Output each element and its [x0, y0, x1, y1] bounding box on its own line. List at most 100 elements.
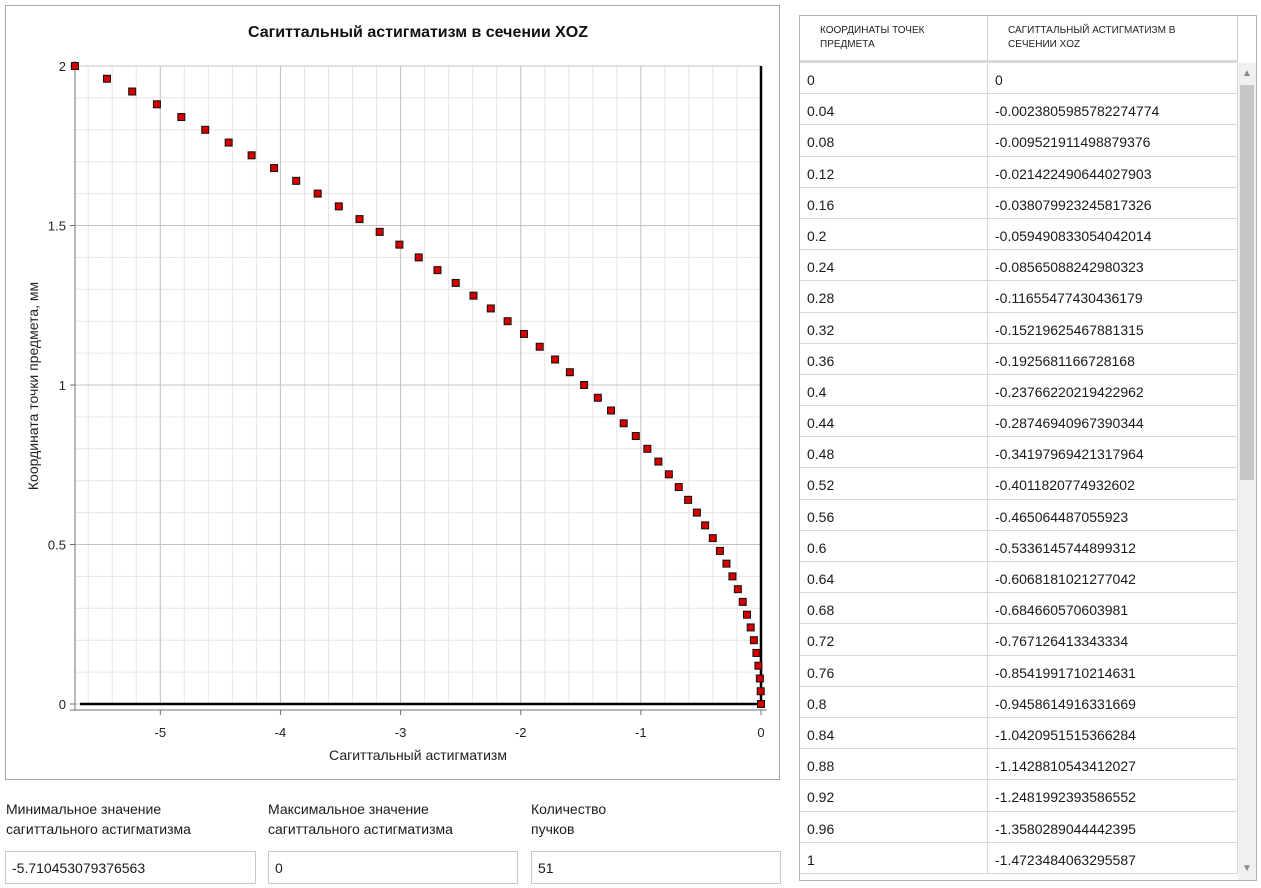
cell-coordinate[interactable]: 0.4 — [800, 374, 988, 406]
table-row[interactable]: 1 -1.4723484063295587 — [800, 842, 1238, 874]
beam-count-label-line1: Количество — [531, 801, 607, 817]
cell-astigmatism[interactable]: -0.021422490644027903 — [988, 156, 1238, 187]
min-value-field[interactable]: -5.710453079376563 — [5, 851, 256, 884]
grid-body: 0 0 0.04 -0.0023805985782274774 0.08 -0.00952… — [800, 63, 1238, 874]
cell-coordinate[interactable]: 0.04 — [800, 94, 988, 125]
cell-astigmatism[interactable]: -1.3580289044442395 — [988, 811, 1238, 842]
max-value-label-line2: сагиттального астигматизма — [268, 821, 453, 837]
cell-coordinate[interactable]: 0.28 — [800, 281, 988, 312]
table-row[interactable]: 0.96 -1.3580289044442395 — [800, 811, 1238, 843]
cell-astigmatism[interactable]: -0.5336145744899312 — [988, 530, 1238, 561]
cell-coordinate[interactable]: 0.92 — [800, 780, 988, 811]
cell-coordinate[interactable]: 0.44 — [800, 406, 988, 437]
cell-astigmatism[interactable]: -1.0420951515366284 — [988, 717, 1238, 749]
scroll-down-arrow-icon[interactable]: ▼ — [1242, 863, 1252, 874]
cell-astigmatism[interactable]: -1.4723484063295587 — [988, 842, 1238, 873]
table-row[interactable]: 0.92 -1.2481992393586552 — [800, 780, 1238, 812]
table-row[interactable]: 0.72 -0.767126413343334 — [800, 624, 1238, 656]
cell-astigmatism[interactable]: -0.0023805985782274774 — [988, 94, 1238, 125]
cell-astigmatism[interactable]: -0.1925681166728168 — [988, 343, 1238, 374]
table-row[interactable]: 0.32 -0.15219625467881315 — [800, 312, 1238, 344]
cell-coordinate[interactable]: 0.6 — [800, 530, 988, 561]
column-header-astigmatism[interactable]: САГИТТАЛЬНЫЙ АСТИГМАТИЗМ В СЕЧЕНИИ XOZ — [988, 16, 1238, 60]
cell-coordinate[interactable]: 0.56 — [800, 499, 988, 530]
table-row[interactable]: 0.08 -0.009521911498879376 — [800, 125, 1238, 157]
cell-astigmatism[interactable]: -0.038079923245817326 — [988, 187, 1238, 218]
cell-coordinate[interactable]: 0.76 — [800, 655, 988, 686]
cell-coordinate[interactable]: 0.88 — [800, 749, 988, 780]
table-row[interactable]: 0.52 -0.4011820774932602 — [800, 468, 1238, 500]
cell-astigmatism[interactable]: -0.6068181021277042 — [988, 562, 1238, 593]
data-point — [152, 100, 161, 109]
cell-astigmatism[interactable]: -0.34197969421317964 — [988, 437, 1238, 468]
cell-coordinate[interactable]: 0.36 — [800, 343, 988, 374]
table-row[interactable]: 0.68 -0.684660570603981 — [800, 593, 1238, 625]
scroll-up-arrow-icon[interactable]: ▲ — [1242, 68, 1252, 79]
data-point — [70, 62, 79, 70]
data-point — [643, 444, 652, 453]
cell-astigmatism[interactable]: -0.11655477430436179 — [988, 281, 1238, 312]
cell-astigmatism[interactable]: -1.1428810543412027 — [988, 749, 1238, 780]
cell-astigmatism[interactable]: -0.9458614916331669 — [988, 686, 1238, 717]
data-point — [631, 432, 640, 441]
cell-astigmatism[interactable]: -0.23766220219422962 — [988, 374, 1238, 406]
cell-coordinate[interactable]: 0.8 — [800, 686, 988, 717]
table-row[interactable]: 0.4 -0.23766220219422962 — [800, 374, 1238, 407]
cell-coordinate[interactable]: 0.84 — [800, 717, 988, 749]
table-row[interactable]: 0.56 -0.465064487055923 — [800, 499, 1238, 531]
table-row[interactable]: 0.04 -0.0023805985782274774 — [800, 94, 1238, 126]
cell-astigmatism[interactable]: -1.2481992393586552 — [988, 780, 1238, 811]
data-point — [715, 546, 724, 555]
beam-count-field[interactable]: 51 — [531, 851, 781, 884]
table-row[interactable]: 0.76 -0.8541991710214631 — [800, 655, 1238, 687]
data-point — [742, 610, 751, 619]
cell-astigmatism[interactable]: 0 — [988, 63, 1238, 94]
table-row[interactable]: 0.44 -0.28746940967390344 — [800, 406, 1238, 438]
cell-astigmatism[interactable]: -0.28746940967390344 — [988, 406, 1238, 437]
y-axis-title: Координата точки предмета, мм — [25, 282, 41, 490]
cell-coordinate[interactable]: 0.72 — [800, 624, 988, 655]
cell-coordinate[interactable]: 0.32 — [800, 312, 988, 343]
cell-astigmatism[interactable]: -0.767126413343334 — [988, 624, 1238, 655]
cell-coordinate[interactable]: 0.48 — [800, 437, 988, 468]
cell-coordinate[interactable]: 0.52 — [800, 468, 988, 499]
cell-astigmatism[interactable]: -0.059490833054042014 — [988, 218, 1238, 250]
column-header-coordinates[interactable]: КООРДИНАТЫ ТОЧЕК ПРЕДМЕТА — [800, 16, 988, 60]
y-tick-label: 0.5 — [48, 538, 66, 553]
max-value-field[interactable]: 0 — [268, 851, 518, 884]
vertical-scrollbar[interactable]: ▲ ▼ — [1238, 63, 1256, 880]
table-row[interactable]: 0.24 -0.08565088242980323 — [800, 250, 1238, 282]
cell-coordinate[interactable]: 0.12 — [800, 156, 988, 187]
cell-astigmatism[interactable]: -0.4011820774932602 — [988, 468, 1238, 499]
cell-coordinate[interactable]: 0.24 — [800, 250, 988, 281]
table-row[interactable]: 0.8 -0.9458614916331669 — [800, 686, 1238, 718]
table-row[interactable]: 0.28 -0.11655477430436179 — [800, 281, 1238, 313]
scroll-thumb[interactable] — [1240, 85, 1254, 480]
cell-coordinate[interactable]: 0 — [800, 63, 988, 94]
table-row[interactable]: 0.64 -0.6068181021277042 — [800, 562, 1238, 594]
cell-astigmatism[interactable]: -0.8541991710214631 — [988, 655, 1238, 686]
table-row[interactable]: 0.88 -1.1428810543412027 — [800, 749, 1238, 781]
column-header-astigmatism-line1: САГИТТАЛЬНЫЙ АСТИГМАТИЗМ В — [1008, 25, 1176, 36]
cell-coordinate[interactable]: 0.64 — [800, 562, 988, 593]
table-row[interactable]: 0.2 -0.059490833054042014 — [800, 218, 1238, 251]
cell-coordinate[interactable]: 1 — [800, 842, 988, 873]
cell-coordinate[interactable]: 0.68 — [800, 593, 988, 624]
table-row[interactable]: 0.36 -0.1925681166728168 — [800, 343, 1238, 375]
table-row[interactable]: 0.16 -0.038079923245817326 — [800, 187, 1238, 219]
cell-coordinate[interactable]: 0.96 — [800, 811, 988, 842]
cell-astigmatism[interactable]: -0.465064487055923 — [988, 499, 1238, 530]
table-row[interactable]: 0.12 -0.021422490644027903 — [800, 156, 1238, 188]
table-row[interactable]: 0.84 -1.0420951515366284 — [800, 717, 1238, 750]
table-row[interactable]: 0.48 -0.34197969421317964 — [800, 437, 1238, 469]
cell-astigmatism[interactable]: -0.08565088242980323 — [988, 250, 1238, 281]
cell-coordinate[interactable]: 0.16 — [800, 187, 988, 218]
cell-astigmatism[interactable]: -0.684660570603981 — [988, 593, 1238, 624]
cell-astigmatism[interactable]: -0.009521911498879376 — [988, 125, 1238, 156]
cell-astigmatism[interactable]: -0.15219625467881315 — [988, 312, 1238, 343]
min-value-label-line1: Минимальное значение — [6, 801, 162, 817]
table-row[interactable]: 0.6 -0.5336145744899312 — [800, 530, 1238, 562]
cell-coordinate[interactable]: 0.08 — [800, 125, 988, 156]
cell-coordinate[interactable]: 0.2 — [800, 218, 988, 250]
